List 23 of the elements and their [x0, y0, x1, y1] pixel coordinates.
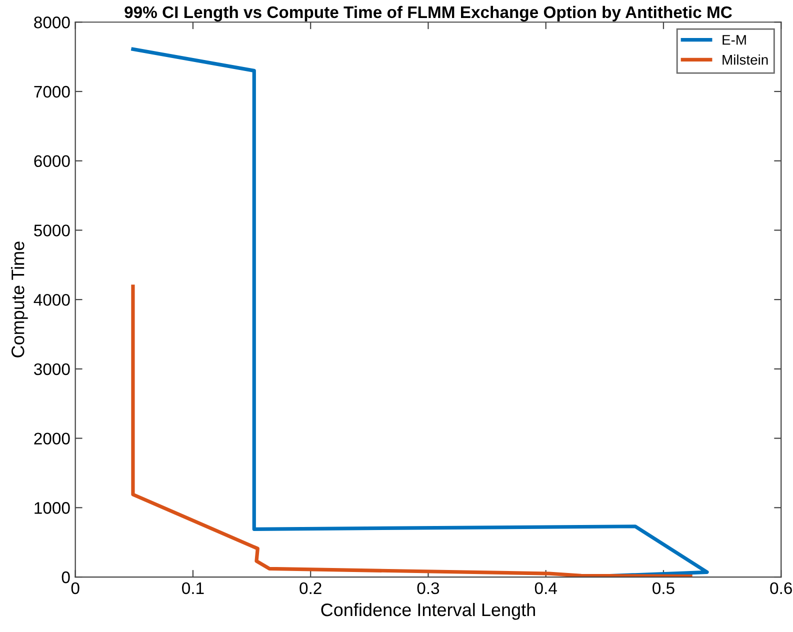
y-tick-label: 0 [62, 571, 70, 584]
y-tick-label: 3000 [34, 363, 70, 376]
line-series [131, 47, 709, 578]
y-tick-label: 1000 [34, 502, 70, 514]
x-tick-label: 0.4 [534, 582, 557, 594]
x-tick-label: 0.1 [182, 582, 204, 594]
y-tick-label: 7000 [34, 86, 70, 98]
line-series [131, 284, 692, 578]
y-axis-title: Compute Time [11, 242, 28, 358]
x-tick-label: 0.3 [417, 582, 440, 594]
legend-label: Milstein [722, 54, 768, 65]
y-tick-label: 2000 [34, 432, 70, 444]
x-tick-label: 0.2 [300, 582, 322, 594]
y-tick-label: 6000 [34, 155, 70, 168]
x-tick-label: 0.5 [652, 582, 674, 594]
y-tick-label: 4000 [34, 294, 70, 306]
y-tick-label: 8000 [34, 16, 70, 28]
x-axis-title: Confidence Interval Length [321, 602, 535, 620]
chart-title: 99% CI Length vs Compute Time of FLMM Exchange Option by Antithetic MC [124, 6, 732, 22]
x-tick-label: 0.6 [770, 582, 792, 594]
legend-label: E-M [722, 35, 746, 45]
x-tick-label: 0 [71, 582, 80, 594]
y-tick-label: 5000 [34, 224, 70, 236]
